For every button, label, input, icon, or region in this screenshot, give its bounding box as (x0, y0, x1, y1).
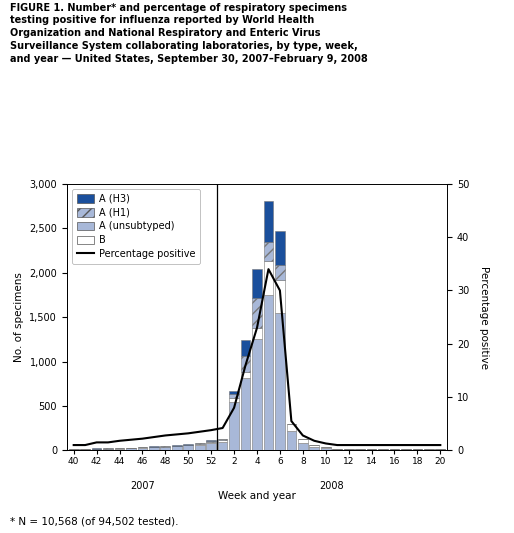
Bar (126, 448, 136, 450)
Bar (309, 447, 319, 450)
Bar (229, 401, 239, 450)
Bar (241, 372, 250, 377)
Bar (298, 443, 308, 450)
Bar (172, 447, 181, 450)
Bar (80, 449, 90, 450)
Bar (103, 449, 113, 450)
Bar (206, 442, 216, 443)
Bar (298, 439, 308, 443)
Bar (195, 445, 205, 450)
Bar (333, 449, 342, 450)
Bar (69, 449, 79, 450)
Bar (401, 449, 411, 450)
Bar (252, 269, 262, 298)
Bar (115, 449, 124, 450)
Bar (229, 391, 239, 394)
Bar (286, 424, 296, 431)
Bar (138, 448, 148, 450)
Bar (435, 449, 445, 450)
Bar (183, 446, 193, 450)
Bar (309, 446, 319, 447)
Bar (206, 443, 216, 450)
Bar (264, 241, 273, 261)
Bar (286, 431, 296, 450)
Text: 2008: 2008 (319, 481, 344, 491)
Bar (160, 447, 170, 450)
Bar (206, 441, 216, 442)
Bar (218, 442, 228, 450)
Bar (218, 440, 228, 442)
Bar (91, 449, 101, 450)
Text: FIGURE 1. Number* and percentage of respiratory specimens
testing positive for i: FIGURE 1. Number* and percentage of resp… (10, 3, 368, 64)
Bar (275, 313, 285, 450)
Bar (413, 449, 423, 450)
Legend: A (H3), A (H1), A (unsubtyped), B, Percentage positive: A (H3), A (H1), A (unsubtyped), B, Perce… (71, 189, 200, 264)
Bar (264, 295, 273, 450)
Bar (321, 448, 331, 450)
Bar (275, 265, 285, 280)
X-axis label: Week and year: Week and year (218, 491, 296, 502)
Bar (252, 328, 262, 340)
Bar (344, 449, 354, 450)
Bar (390, 449, 399, 450)
Bar (241, 356, 250, 372)
Bar (424, 449, 434, 450)
Bar (264, 201, 273, 241)
Bar (183, 445, 193, 446)
Bar (195, 443, 205, 445)
Bar (218, 439, 228, 440)
Bar (252, 298, 262, 328)
Y-axis label: No. of specimens: No. of specimens (14, 272, 24, 362)
Bar (241, 377, 250, 450)
Text: 2007: 2007 (130, 481, 155, 491)
Y-axis label: Percentage positive: Percentage positive (479, 265, 489, 369)
Bar (378, 449, 388, 450)
Bar (149, 447, 159, 450)
Bar (355, 449, 365, 450)
Bar (275, 231, 285, 265)
Bar (229, 394, 239, 398)
Bar (252, 340, 262, 450)
Bar (366, 449, 376, 450)
Bar (264, 261, 273, 295)
Bar (241, 340, 250, 356)
Bar (229, 398, 239, 401)
Bar (206, 440, 216, 441)
Bar (275, 280, 285, 313)
Text: * N = 10,568 (of 94,502 tested).: * N = 10,568 (of 94,502 tested). (10, 516, 179, 526)
